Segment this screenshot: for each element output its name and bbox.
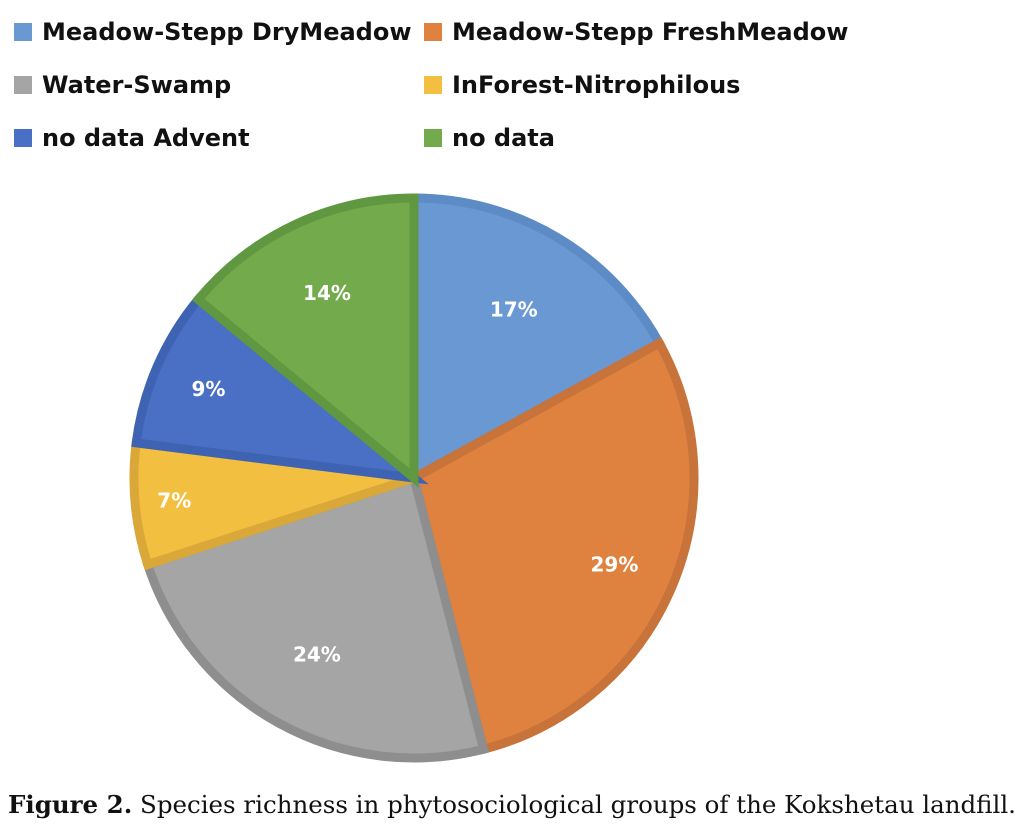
legend-item-no-data-advent: no data Advent [14,120,250,156]
legend-label-inforest: InForest-Nitrophilous [452,71,741,99]
legend-label-water-swamp: Water-Swamp [42,71,232,99]
pie-slice-water-swamp [142,472,490,763]
pie-labels: 17% 29% 24% 7% 9% 14% [157,281,638,667]
legend-label-no-data: no data [452,124,555,152]
legend-item-no-data: no data [424,120,555,156]
legend-label-dry-meadow: Meadow-Stepp DryMeadow [42,18,412,46]
legend-swatch-no-data-advent [14,129,32,147]
data-label-no-data-advent: 9% [191,377,225,401]
legend-label-no-data-advent: no data Advent [42,124,250,152]
caption-label: Figure 2. [8,790,133,819]
caption-text: Species richness in phytosociological gr… [132,790,1016,819]
legend-item-inforest: InForest-Nitrophilous [424,67,740,103]
legend-item-fresh-meadow: Meadow-Stepp FreshMeadow [424,14,848,50]
data-label-fresh-meadow: 29% [591,553,639,577]
pie-slice-no-data-advent [131,293,429,485]
legend-swatch-fresh-meadow [424,23,442,41]
data-label-no-data: 14% [303,281,351,305]
data-label-dry-meadow: 17% [490,297,538,321]
pie-slice-no-data [191,193,419,488]
chart-legend: Meadow-Stepp DryMeadow Meadow-Stepp Fres… [14,14,1014,164]
legend-swatch-no-data [424,129,442,147]
legend-swatch-dry-meadow [14,23,32,41]
legend-item-water-swamp: Water-Swamp [14,67,231,103]
legend-swatch-water-swamp [14,76,32,94]
pie-chart: 17% 29% 24% 7% 9% 14% [129,193,699,763]
legend-swatch-inforest [424,76,442,94]
data-label-inforest: 7% [157,489,191,513]
pie-slice-fresh-meadow [408,336,699,755]
data-label-water-swamp: 24% [293,643,341,667]
pie-slice-dry-meadow [409,193,666,486]
figure-caption: Figure 2. Species richness in phytosocio… [8,790,1018,819]
legend-label-fresh-meadow: Meadow-Stepp FreshMeadow [452,18,849,46]
legend-item-dry-meadow: Meadow-Stepp DryMeadow [14,14,412,50]
pie-slices [129,193,699,763]
